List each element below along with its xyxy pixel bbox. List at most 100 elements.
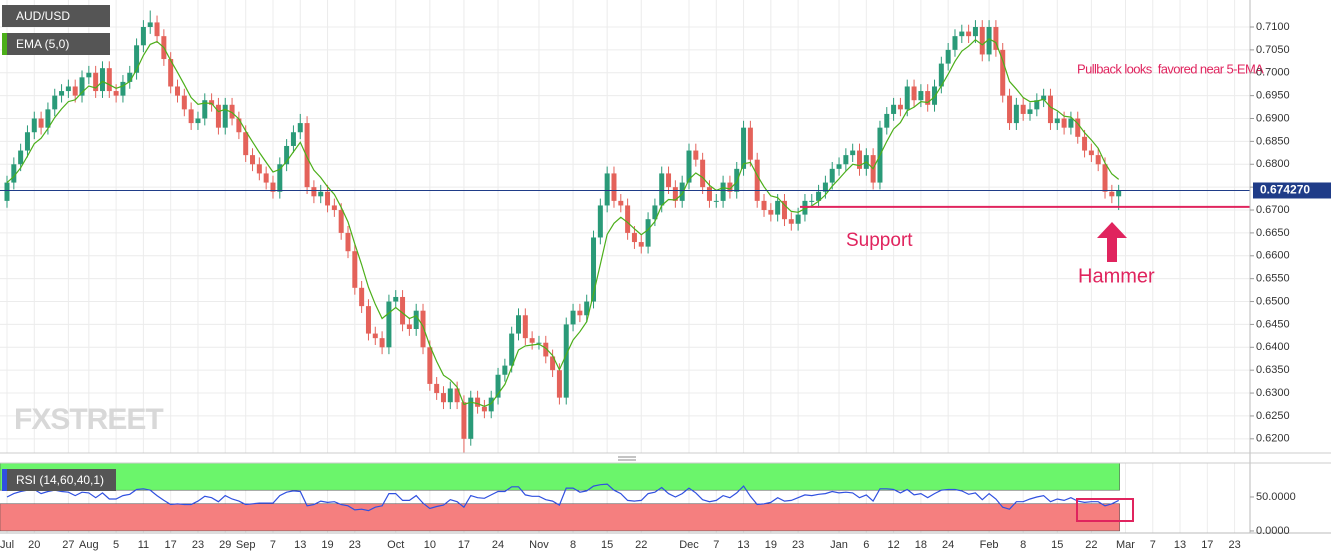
candle-body: [713, 200, 719, 202]
candle-body: [18, 150, 24, 165]
candle-body: [106, 68, 112, 92]
candle-body: [250, 155, 256, 165]
candle-body: [318, 191, 324, 197]
candle-body: [311, 187, 317, 197]
candle-body: [768, 210, 774, 215]
candle-body: [502, 365, 508, 375]
candle-body: [836, 164, 842, 169]
y-tick-label: 0.6650: [1256, 227, 1290, 239]
candle-body: [1020, 104, 1026, 114]
candle-body: [1088, 150, 1094, 156]
candle-body: [611, 173, 617, 201]
candle-body: [761, 200, 767, 211]
candle-body: [86, 72, 92, 78]
candle-body: [352, 251, 358, 288]
candle-body: [618, 200, 624, 206]
candle-body: [11, 164, 17, 183]
candle-body: [918, 91, 924, 101]
x-tick-label: Aug: [79, 539, 99, 551]
legend-box: [2, 5, 110, 27]
legend-swatch: [2, 33, 7, 55]
annotation: Hammer: [1078, 265, 1155, 287]
x-tick-label: 17: [458, 539, 470, 551]
y-tick-label: 0.6700: [1256, 204, 1290, 216]
candle-body: [720, 182, 726, 201]
y-tick-label: 0.7100: [1256, 21, 1290, 33]
x-tick-label: Feb: [980, 539, 999, 551]
x-tick-label: 5: [113, 539, 119, 551]
x-tick-label: 23: [792, 539, 804, 551]
candle-body: [202, 100, 208, 119]
candle-body: [577, 310, 583, 316]
candle-body: [857, 150, 862, 169]
candle-body: [1047, 95, 1053, 124]
candle-body: [543, 342, 549, 357]
x-tick-label: 23: [1228, 539, 1240, 551]
candle-body: [652, 205, 658, 220]
candle-body: [1075, 118, 1081, 137]
x-tick-label: 24: [942, 539, 954, 551]
candle-body: [188, 109, 194, 124]
candle-body: [454, 388, 460, 403]
candle-body: [79, 77, 85, 96]
arrow: [1097, 222, 1127, 262]
y-tick-label: 0.6300: [1256, 387, 1290, 399]
candle-body: [243, 132, 249, 156]
y-tick-label: 0.6850: [1256, 135, 1290, 147]
y-tick-label: 0.6250: [1256, 410, 1290, 422]
candle-body: [741, 127, 747, 169]
candle-body: [468, 397, 474, 439]
x-tick-label: 12: [887, 539, 899, 551]
rsi-band: [0, 503, 1120, 532]
candle-body: [38, 118, 44, 128]
candle-body: [993, 26, 999, 50]
candle-body: [509, 333, 515, 366]
candle-body: [972, 26, 978, 37]
candle-body: [1041, 95, 1047, 101]
x-tick-label: 8: [570, 539, 576, 551]
candle-body: [52, 95, 58, 110]
last-price-label: 0.674270: [1260, 183, 1310, 197]
candle-body: [393, 296, 399, 302]
candle-body: [1095, 155, 1101, 165]
y-tick-label: 0.6900: [1256, 112, 1290, 124]
rsi-band: [0, 462, 1120, 491]
candle-body: [447, 388, 453, 403]
candle-body: [345, 232, 351, 252]
candle-body: [891, 104, 897, 114]
x-tick-label: Sep: [236, 539, 256, 551]
x-tick-label: Mar: [1116, 539, 1135, 551]
candle-body: [829, 168, 835, 183]
highlight-box: [1076, 498, 1134, 522]
y-tick-label: 0.7000: [1256, 67, 1290, 79]
y-tick-label: 0.6800: [1256, 158, 1290, 170]
candle-body: [181, 95, 187, 110]
candle-body: [1034, 100, 1040, 110]
y-tick-label: 0.6400: [1256, 341, 1290, 353]
legend-label: AUD/USD: [16, 9, 70, 23]
candle-body: [488, 397, 494, 412]
candle-body: [236, 118, 242, 133]
x-tick-label: 13: [294, 539, 306, 551]
candle-body: [522, 315, 528, 339]
legend-swatch: [2, 469, 7, 491]
x-tick-label: 10: [424, 539, 436, 551]
x-tick-label: 27: [62, 539, 74, 551]
x-tick-label: 17: [165, 539, 177, 551]
x-tick-label: Oct: [387, 539, 404, 551]
candle-body: [563, 324, 569, 398]
candle-body: [897, 104, 903, 110]
candle-body: [93, 72, 99, 92]
candle-body: [693, 150, 699, 160]
candle-body: [966, 31, 972, 37]
x-tick-label: 29: [219, 539, 231, 551]
candle-body: [495, 374, 501, 398]
series-line: [6, 483, 1119, 512]
annotation: Pullback looks favored near 5-EMA: [1077, 61, 1264, 76]
candle-body: [754, 159, 760, 201]
candle-body: [795, 214, 801, 224]
candle-body: [331, 205, 337, 211]
candle-body: [536, 342, 542, 344]
candle-body: [945, 49, 951, 64]
